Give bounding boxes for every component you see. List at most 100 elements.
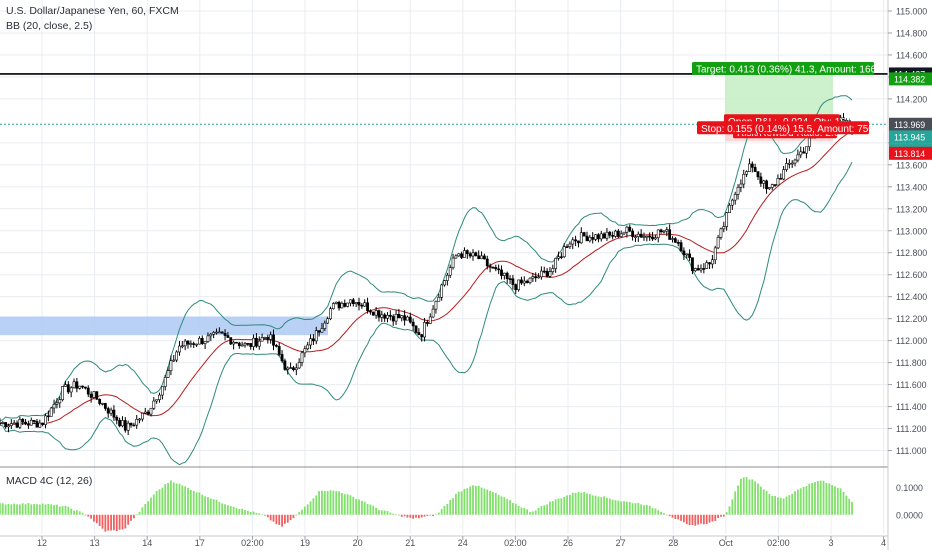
candle (220, 331, 224, 334)
candle-body (260, 337, 264, 342)
macd-bar (53, 505, 55, 515)
candle-body (95, 391, 99, 400)
candle-body (665, 229, 669, 232)
candle-body (679, 242, 683, 252)
candle (671, 236, 674, 243)
candle-body (75, 381, 79, 389)
candle-body (460, 253, 464, 258)
candle (84, 386, 87, 390)
candle (579, 227, 583, 244)
candle (209, 332, 213, 342)
candle-body (705, 262, 709, 269)
candle-body (266, 337, 270, 340)
macd-bar (452, 498, 454, 515)
candle-body (656, 229, 660, 238)
candle (423, 317, 426, 342)
candle (106, 406, 110, 418)
macd-bar (189, 490, 192, 515)
candle (448, 264, 452, 279)
macd-bar (722, 514, 725, 517)
candle (280, 350, 284, 363)
candle-body (557, 256, 560, 259)
macd-bar (571, 492, 574, 515)
candle-body (132, 424, 136, 427)
macd-bar (560, 498, 563, 515)
macd-bar (429, 514, 432, 516)
macd-bar (765, 490, 768, 515)
candle-body (537, 276, 540, 279)
macd-axis-label: 0.1000 (896, 483, 923, 493)
macd-bar (503, 497, 506, 515)
macd-bar (483, 488, 486, 515)
candle-body (708, 262, 711, 265)
candle-body (18, 419, 22, 428)
candle-body (172, 359, 176, 362)
macd-bar (395, 514, 397, 515)
candle (198, 336, 201, 345)
macd-bar (477, 485, 480, 515)
candle-body (790, 162, 794, 165)
candle (86, 385, 90, 398)
candle-body (235, 341, 238, 344)
candle-body (611, 234, 615, 237)
candle (360, 302, 364, 309)
macd-bar (526, 509, 529, 515)
candle (548, 267, 552, 278)
candle-body (725, 212, 729, 227)
candle-body (226, 335, 230, 338)
candle-body (782, 169, 786, 180)
macd-bar (711, 514, 714, 522)
macd-bar (412, 514, 415, 519)
candle-body (662, 230, 666, 233)
macd-bar (266, 514, 269, 518)
candle (431, 305, 435, 318)
candle (628, 224, 632, 233)
macd-bar (306, 504, 309, 515)
candle-body (186, 340, 190, 345)
candle-body (517, 279, 521, 291)
macd-bar (124, 514, 127, 529)
candle-body (143, 411, 147, 414)
candle (428, 313, 432, 325)
candle (540, 266, 543, 280)
candle (175, 350, 179, 363)
candle (1, 421, 5, 425)
macd-bar (372, 505, 375, 515)
candle-body (651, 236, 654, 240)
candle (252, 334, 255, 351)
macd-bar (594, 495, 597, 515)
macd-bar (93, 514, 95, 522)
candle (123, 417, 127, 433)
candle-body (269, 334, 273, 340)
candle-body (406, 316, 409, 321)
candle-body (571, 239, 575, 245)
candle (767, 187, 771, 191)
stop-label-bg (697, 121, 869, 135)
candle-body (58, 399, 62, 404)
candle (294, 363, 298, 376)
candle-body (35, 421, 39, 428)
candle-body (369, 310, 372, 313)
candle (559, 252, 563, 260)
macd-bar (460, 491, 463, 515)
candle (665, 226, 669, 237)
candle-body (691, 257, 694, 272)
candle (619, 230, 623, 238)
candle-body (505, 272, 509, 279)
candle (212, 331, 216, 339)
candle (725, 211, 729, 231)
candle (92, 391, 96, 400)
candle-body (69, 387, 73, 393)
macd-bar (492, 492, 494, 515)
candle-body (411, 321, 415, 327)
candle-body (448, 267, 452, 276)
candle (143, 407, 147, 414)
candle (246, 342, 250, 347)
candle (762, 179, 766, 189)
macd-bar (192, 490, 195, 515)
candle-body (126, 422, 130, 431)
macd-bar (38, 504, 41, 515)
candle-body (574, 239, 577, 242)
macd-bar (543, 505, 546, 515)
